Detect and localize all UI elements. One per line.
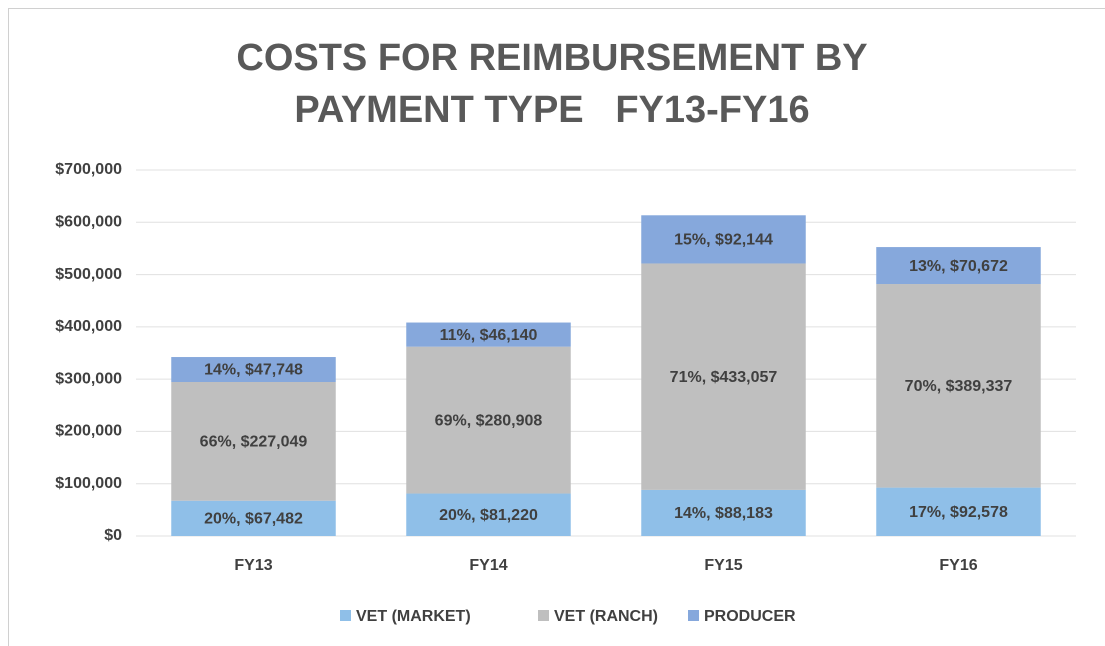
bar-segment	[171, 382, 336, 501]
data-label: 17%, $92,578	[909, 504, 1008, 521]
data-label: 14%, $47,748	[204, 362, 303, 379]
data-label: 15%, $92,144	[674, 232, 773, 249]
data-label: 66%, $227,049	[200, 434, 308, 451]
chart-border	[8, 8, 1105, 646]
y-tick-label: $700,000	[55, 161, 122, 178]
bar-segment	[876, 487, 1041, 536]
bar-segment	[641, 263, 806, 490]
x-tick-label: FY14	[469, 557, 507, 574]
legend-label: PRODUCER	[704, 608, 796, 625]
data-label: 11%, $46,140	[440, 327, 538, 344]
bar-segment	[171, 357, 336, 383]
legend-swatch	[538, 610, 549, 621]
y-tick-label: $300,000	[55, 370, 122, 387]
bar-segment	[876, 284, 1041, 488]
bar-segment	[406, 493, 571, 536]
x-tick-label: FY16	[939, 557, 977, 574]
y-tick-label: $500,000	[55, 266, 122, 283]
data-label: 13%, $70,672	[909, 258, 1008, 275]
data-label: 20%, $67,482	[204, 511, 303, 528]
y-tick-label: $0	[104, 527, 122, 544]
legend-swatch	[340, 610, 351, 621]
bar-segment	[641, 489, 806, 536]
y-tick-label: $600,000	[55, 214, 122, 231]
legend-label: VET (RANCH)	[554, 608, 658, 625]
y-tick-label: $200,000	[55, 423, 122, 440]
bar-segment	[876, 247, 1041, 285]
bar-segment	[641, 215, 806, 264]
legend-label: VET (MARKET)	[356, 608, 471, 625]
bar-segment	[171, 500, 336, 536]
bar-segment	[406, 346, 571, 494]
y-tick-label: $100,000	[55, 475, 122, 492]
data-label: 69%, $280,908	[435, 412, 543, 429]
chart-title: COSTS FOR REIMBURSEMENT BY PAYMENT TYPE …	[236, 37, 879, 131]
x-tick-label: FY15	[704, 557, 742, 574]
data-label: 14%, $88,183	[674, 505, 773, 522]
data-label: 70%, $389,337	[905, 378, 1013, 395]
x-tick-label: FY13	[234, 557, 272, 574]
bar-segment	[406, 322, 571, 347]
legend-swatch	[688, 610, 699, 621]
y-tick-label: $400,000	[55, 318, 122, 335]
data-label: 20%, $81,220	[439, 507, 538, 524]
data-label: 71%, $433,057	[670, 369, 778, 386]
